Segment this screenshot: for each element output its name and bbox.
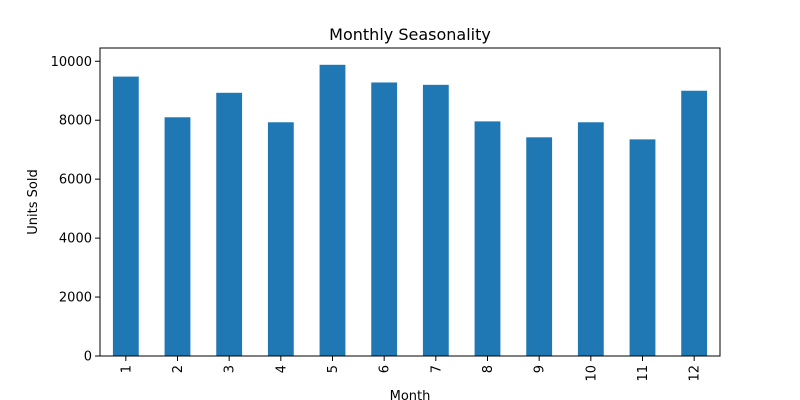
bar-month-12 (681, 90, 708, 357)
x-tick-label: 7 (429, 365, 444, 373)
bar-month-1 (112, 76, 139, 356)
bar-month-7 (422, 84, 449, 356)
y-tick-label: 4000 (59, 232, 92, 247)
bar-month-2 (164, 117, 191, 356)
bar-month-5 (319, 64, 346, 357)
bar-month-4 (267, 122, 294, 357)
bar-month-10 (577, 122, 604, 357)
x-tick-label: 11 (636, 365, 651, 382)
bar-month-11 (629, 139, 656, 356)
x-tick-label: 6 (378, 365, 393, 373)
x-tick-label: 4 (274, 365, 289, 373)
x-tick-label: 1 (119, 365, 134, 373)
y-tick-label: 6000 (59, 173, 92, 188)
x-tick-label: 9 (533, 365, 548, 373)
x-tick-label: 10 (584, 365, 599, 382)
y-tick-label: 0 (84, 350, 92, 365)
axes-frame (99, 47, 721, 357)
x-tick-label: 12 (688, 365, 703, 382)
chart-title: Monthly Seasonality (329, 25, 491, 44)
y-tick-label: 10000 (51, 55, 92, 70)
x-tick-label: 5 (326, 365, 341, 373)
x-tick-label: 2 (171, 365, 186, 373)
y-axis-label: Units Sold (26, 169, 41, 234)
y-tick-label: 2000 (59, 291, 92, 306)
bar-month-9 (526, 137, 553, 356)
x-tick-label: 3 (223, 365, 238, 373)
y-tick-label: 8000 (59, 114, 92, 129)
bar-month-8 (474, 121, 501, 356)
x-axis-label: Month (390, 389, 431, 400)
x-tick-label: 8 (481, 365, 496, 373)
bar-month-3 (216, 92, 243, 357)
bar-month-6 (371, 82, 398, 356)
